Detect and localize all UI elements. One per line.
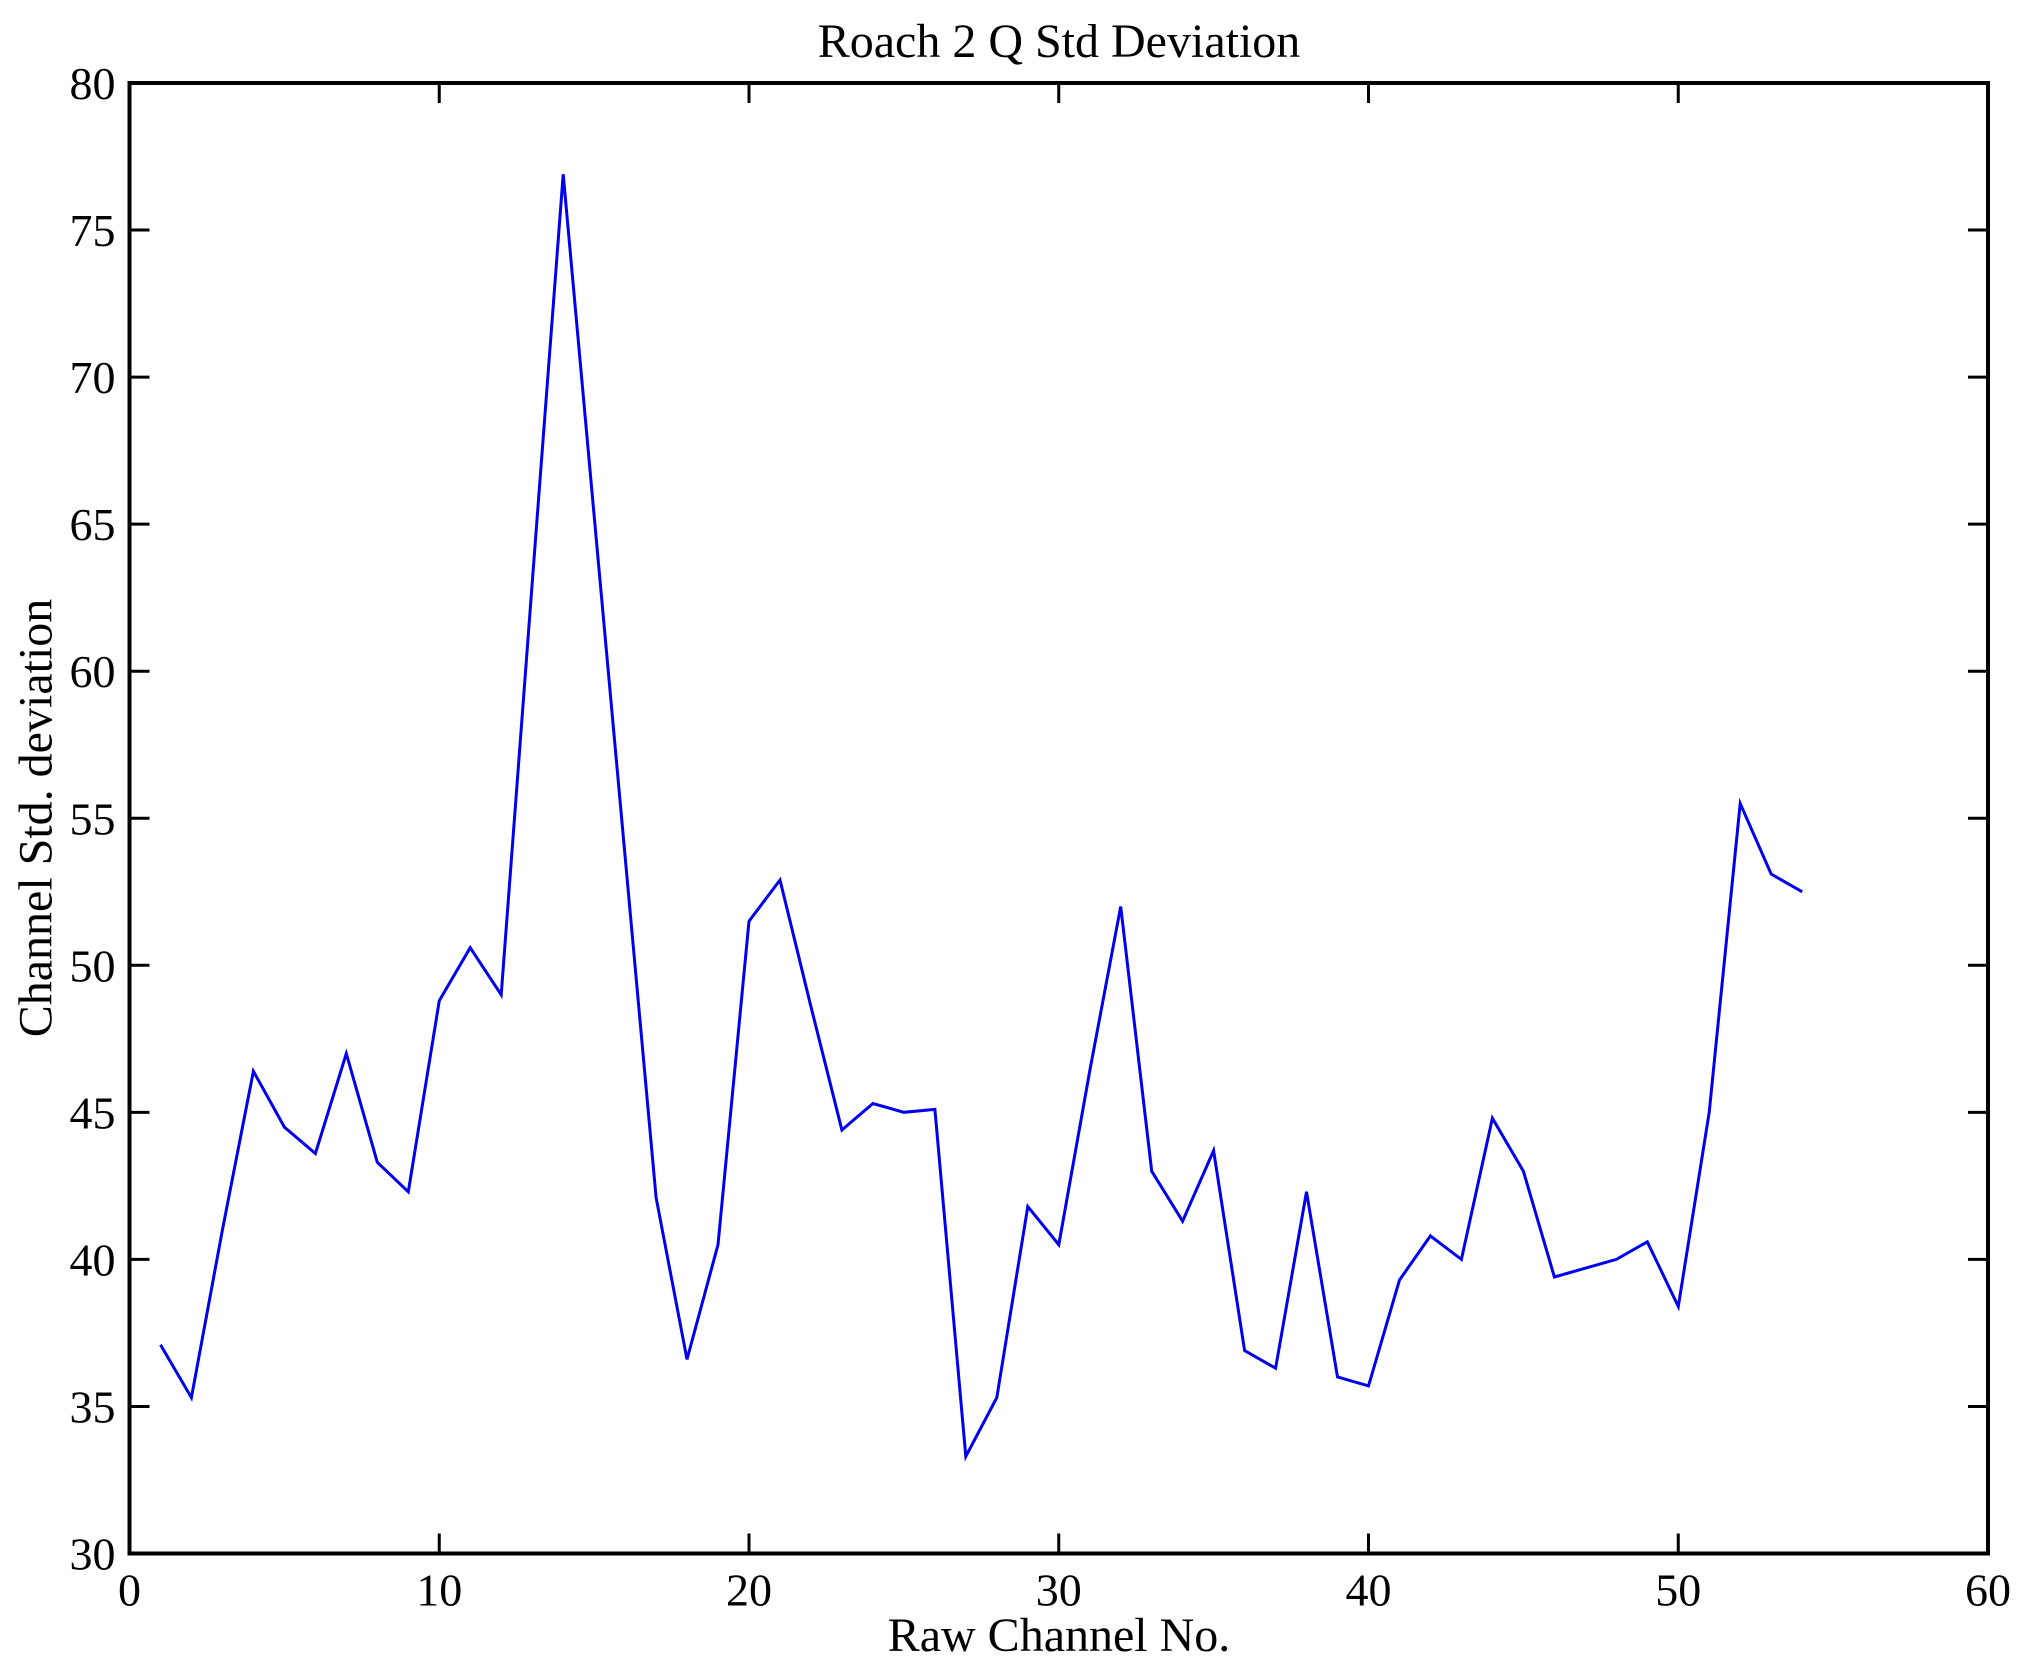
y-tick-label: 75 — [70, 205, 116, 256]
y-tick-label: 45 — [70, 1087, 116, 1138]
data-line — [159, 174, 1803, 1462]
y-tick-label: 80 — [70, 58, 116, 109]
y-axis-label: Channel Std. deviation — [9, 598, 63, 1038]
y-tick-label: 65 — [70, 499, 116, 550]
chart-title: Roach 2 Q Std Deviation — [817, 15, 1301, 68]
x-tick-label: 30 — [1036, 1565, 1082, 1616]
x-tick-label: 60 — [1965, 1565, 2011, 1616]
y-tick-label: 50 — [70, 940, 116, 991]
y-tick-label: 40 — [70, 1234, 116, 1285]
y-tick-label: 60 — [70, 646, 116, 697]
x-tick-label: 40 — [1346, 1565, 1392, 1616]
x-tick-label: 10 — [416, 1565, 462, 1616]
y-tick-label: 55 — [70, 793, 116, 844]
x-axis-label: Raw Channel No. — [887, 1609, 1231, 1662]
y-tick-label: 35 — [70, 1381, 116, 1432]
x-tick-label: 0 — [118, 1565, 141, 1616]
plot-border — [127, 81, 1990, 1556]
y-tick-label: 70 — [70, 352, 116, 403]
x-tick-label: 50 — [1655, 1565, 1701, 1616]
x-tick-label: 20 — [726, 1565, 772, 1616]
y-tick-label: 30 — [70, 1529, 116, 1580]
